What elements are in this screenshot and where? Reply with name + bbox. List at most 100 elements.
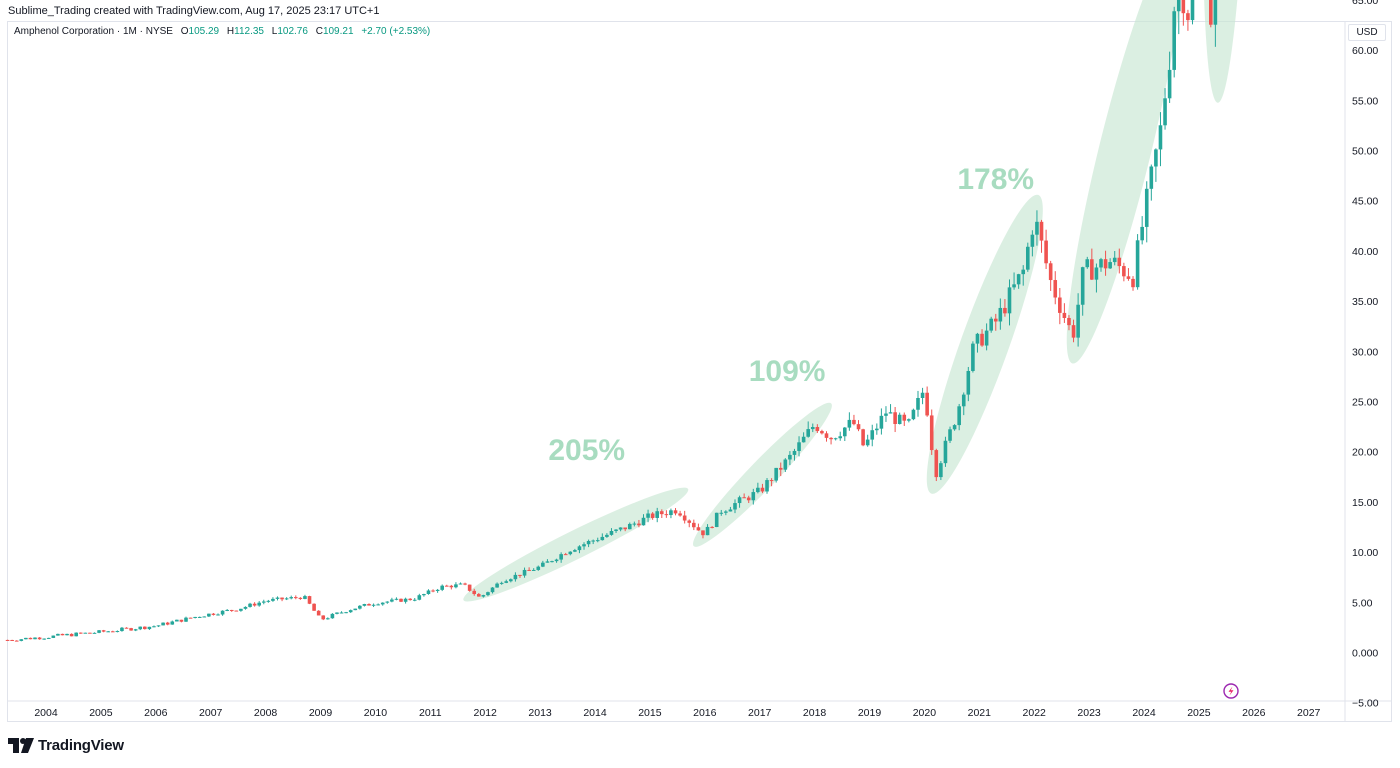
candle-body[interactable] bbox=[646, 513, 650, 518]
candle-body[interactable] bbox=[682, 515, 687, 521]
candle-body[interactable] bbox=[756, 487, 760, 493]
candle-body[interactable] bbox=[724, 511, 728, 513]
candle-body[interactable] bbox=[197, 616, 202, 618]
rally-ellipse[interactable] bbox=[457, 477, 694, 613]
candle-body[interactable] bbox=[838, 436, 843, 439]
candle-body[interactable] bbox=[1208, 0, 1213, 25]
candle-body[interactable] bbox=[705, 526, 710, 536]
candle-body[interactable] bbox=[261, 601, 266, 603]
candle-body[interactable] bbox=[33, 637, 37, 640]
candle-body[interactable] bbox=[390, 599, 394, 602]
candle-body[interactable] bbox=[303, 596, 307, 599]
candle-body[interactable] bbox=[330, 613, 335, 619]
candle-body[interactable] bbox=[280, 597, 284, 600]
candle-body[interactable] bbox=[783, 459, 788, 470]
candle-body[interactable] bbox=[184, 617, 188, 622]
candle-body[interactable] bbox=[458, 583, 463, 585]
candle-body[interactable] bbox=[1131, 278, 1135, 288]
candle-body[interactable] bbox=[641, 517, 646, 526]
candle-body[interactable] bbox=[554, 559, 559, 562]
candle-body[interactable] bbox=[229, 609, 234, 611]
candle-body[interactable] bbox=[582, 544, 586, 547]
candle-body[interactable] bbox=[115, 631, 120, 633]
candle-body[interactable] bbox=[550, 561, 554, 563]
candle-body[interactable] bbox=[110, 631, 115, 633]
candle-body[interactable] bbox=[1003, 307, 1007, 314]
candle-body[interactable] bbox=[961, 394, 966, 407]
candle-body[interactable] bbox=[51, 635, 56, 638]
candle-body[interactable] bbox=[907, 419, 911, 421]
candle-body[interactable] bbox=[929, 415, 934, 451]
candle-body[interactable] bbox=[870, 430, 875, 440]
candle-body[interactable] bbox=[24, 637, 28, 640]
candle-body[interactable] bbox=[129, 628, 133, 631]
candle-body[interactable] bbox=[948, 429, 952, 441]
candle-body[interactable] bbox=[742, 497, 746, 499]
candle-body[interactable] bbox=[504, 581, 509, 583]
candle-body[interactable] bbox=[449, 585, 454, 588]
candle-body[interactable] bbox=[669, 510, 673, 516]
symbol-legend[interactable]: Amphenol Corporation · 1M · NYSE O105.29… bbox=[14, 26, 430, 37]
candle-body[interactable] bbox=[417, 595, 422, 600]
candle-body[interactable] bbox=[78, 632, 83, 634]
candle-body[interactable] bbox=[778, 467, 783, 470]
candle-body[interactable] bbox=[179, 619, 184, 622]
candle-body[interactable] bbox=[943, 440, 948, 464]
candle-body[interactable] bbox=[252, 603, 257, 606]
candle-body[interactable] bbox=[847, 419, 852, 428]
candle-body[interactable] bbox=[495, 583, 499, 588]
candle-body[interactable] bbox=[239, 608, 243, 611]
candle-body[interactable] bbox=[133, 629, 138, 631]
candle-body[interactable] bbox=[165, 622, 170, 625]
candle-body[interactable] bbox=[156, 625, 161, 627]
candle-body[interactable] bbox=[499, 582, 504, 584]
candle-body[interactable] bbox=[271, 598, 275, 601]
candle-body[interactable] bbox=[509, 579, 513, 582]
candle-body[interactable] bbox=[600, 536, 605, 541]
candle-body[interactable] bbox=[321, 615, 326, 620]
candle-body[interactable] bbox=[307, 596, 312, 604]
candle-body[interactable] bbox=[257, 602, 261, 606]
candle-body[interactable] bbox=[591, 540, 595, 542]
rally-ellipse[interactable] bbox=[1196, 0, 1257, 103]
candle-body[interactable] bbox=[161, 622, 165, 626]
candle-body[interactable] bbox=[577, 546, 582, 551]
candle-body[interactable] bbox=[1012, 284, 1016, 288]
candle-body[interactable] bbox=[298, 597, 303, 599]
candle-body[interactable] bbox=[1167, 69, 1172, 99]
candle-body[interactable] bbox=[358, 605, 362, 609]
candle-body[interactable] bbox=[879, 415, 884, 429]
candle-body[interactable] bbox=[884, 413, 888, 416]
candle-body[interactable] bbox=[1144, 188, 1149, 227]
candle-body[interactable] bbox=[655, 511, 660, 518]
candle-body[interactable] bbox=[92, 632, 97, 634]
candle-body[interactable] bbox=[934, 450, 939, 478]
candle-body[interactable] bbox=[1112, 257, 1117, 263]
candle-body[interactable] bbox=[989, 318, 993, 331]
candle-body[interactable] bbox=[1071, 325, 1076, 338]
candle-body[interactable] bbox=[312, 603, 316, 611]
candle-body[interactable] bbox=[188, 617, 193, 619]
candle-body[interactable] bbox=[541, 562, 545, 567]
candle-body[interactable] bbox=[769, 480, 774, 482]
candle-body[interactable] bbox=[792, 450, 797, 455]
candle-body[interactable] bbox=[1048, 263, 1053, 281]
candle-body[interactable] bbox=[472, 590, 477, 595]
candle-body[interactable] bbox=[957, 406, 961, 426]
candle-body[interactable] bbox=[490, 587, 495, 593]
candle-body[interactable] bbox=[692, 522, 696, 528]
candle-body[interactable] bbox=[1094, 267, 1099, 280]
candle-body[interactable] bbox=[618, 527, 623, 530]
candle-body[interactable] bbox=[980, 333, 984, 346]
candle-body[interactable] bbox=[710, 526, 714, 528]
candle-body[interactable] bbox=[46, 637, 51, 639]
candle-body[interactable] bbox=[605, 534, 609, 537]
candle-body[interactable] bbox=[1190, 0, 1195, 21]
candle-body[interactable] bbox=[687, 520, 692, 523]
candle-body[interactable] bbox=[1186, 13, 1190, 21]
candle-body[interactable] bbox=[408, 598, 412, 601]
candle-body[interactable] bbox=[993, 318, 998, 322]
candle-body[interactable] bbox=[14, 640, 19, 642]
candle-body[interactable] bbox=[211, 613, 216, 615]
